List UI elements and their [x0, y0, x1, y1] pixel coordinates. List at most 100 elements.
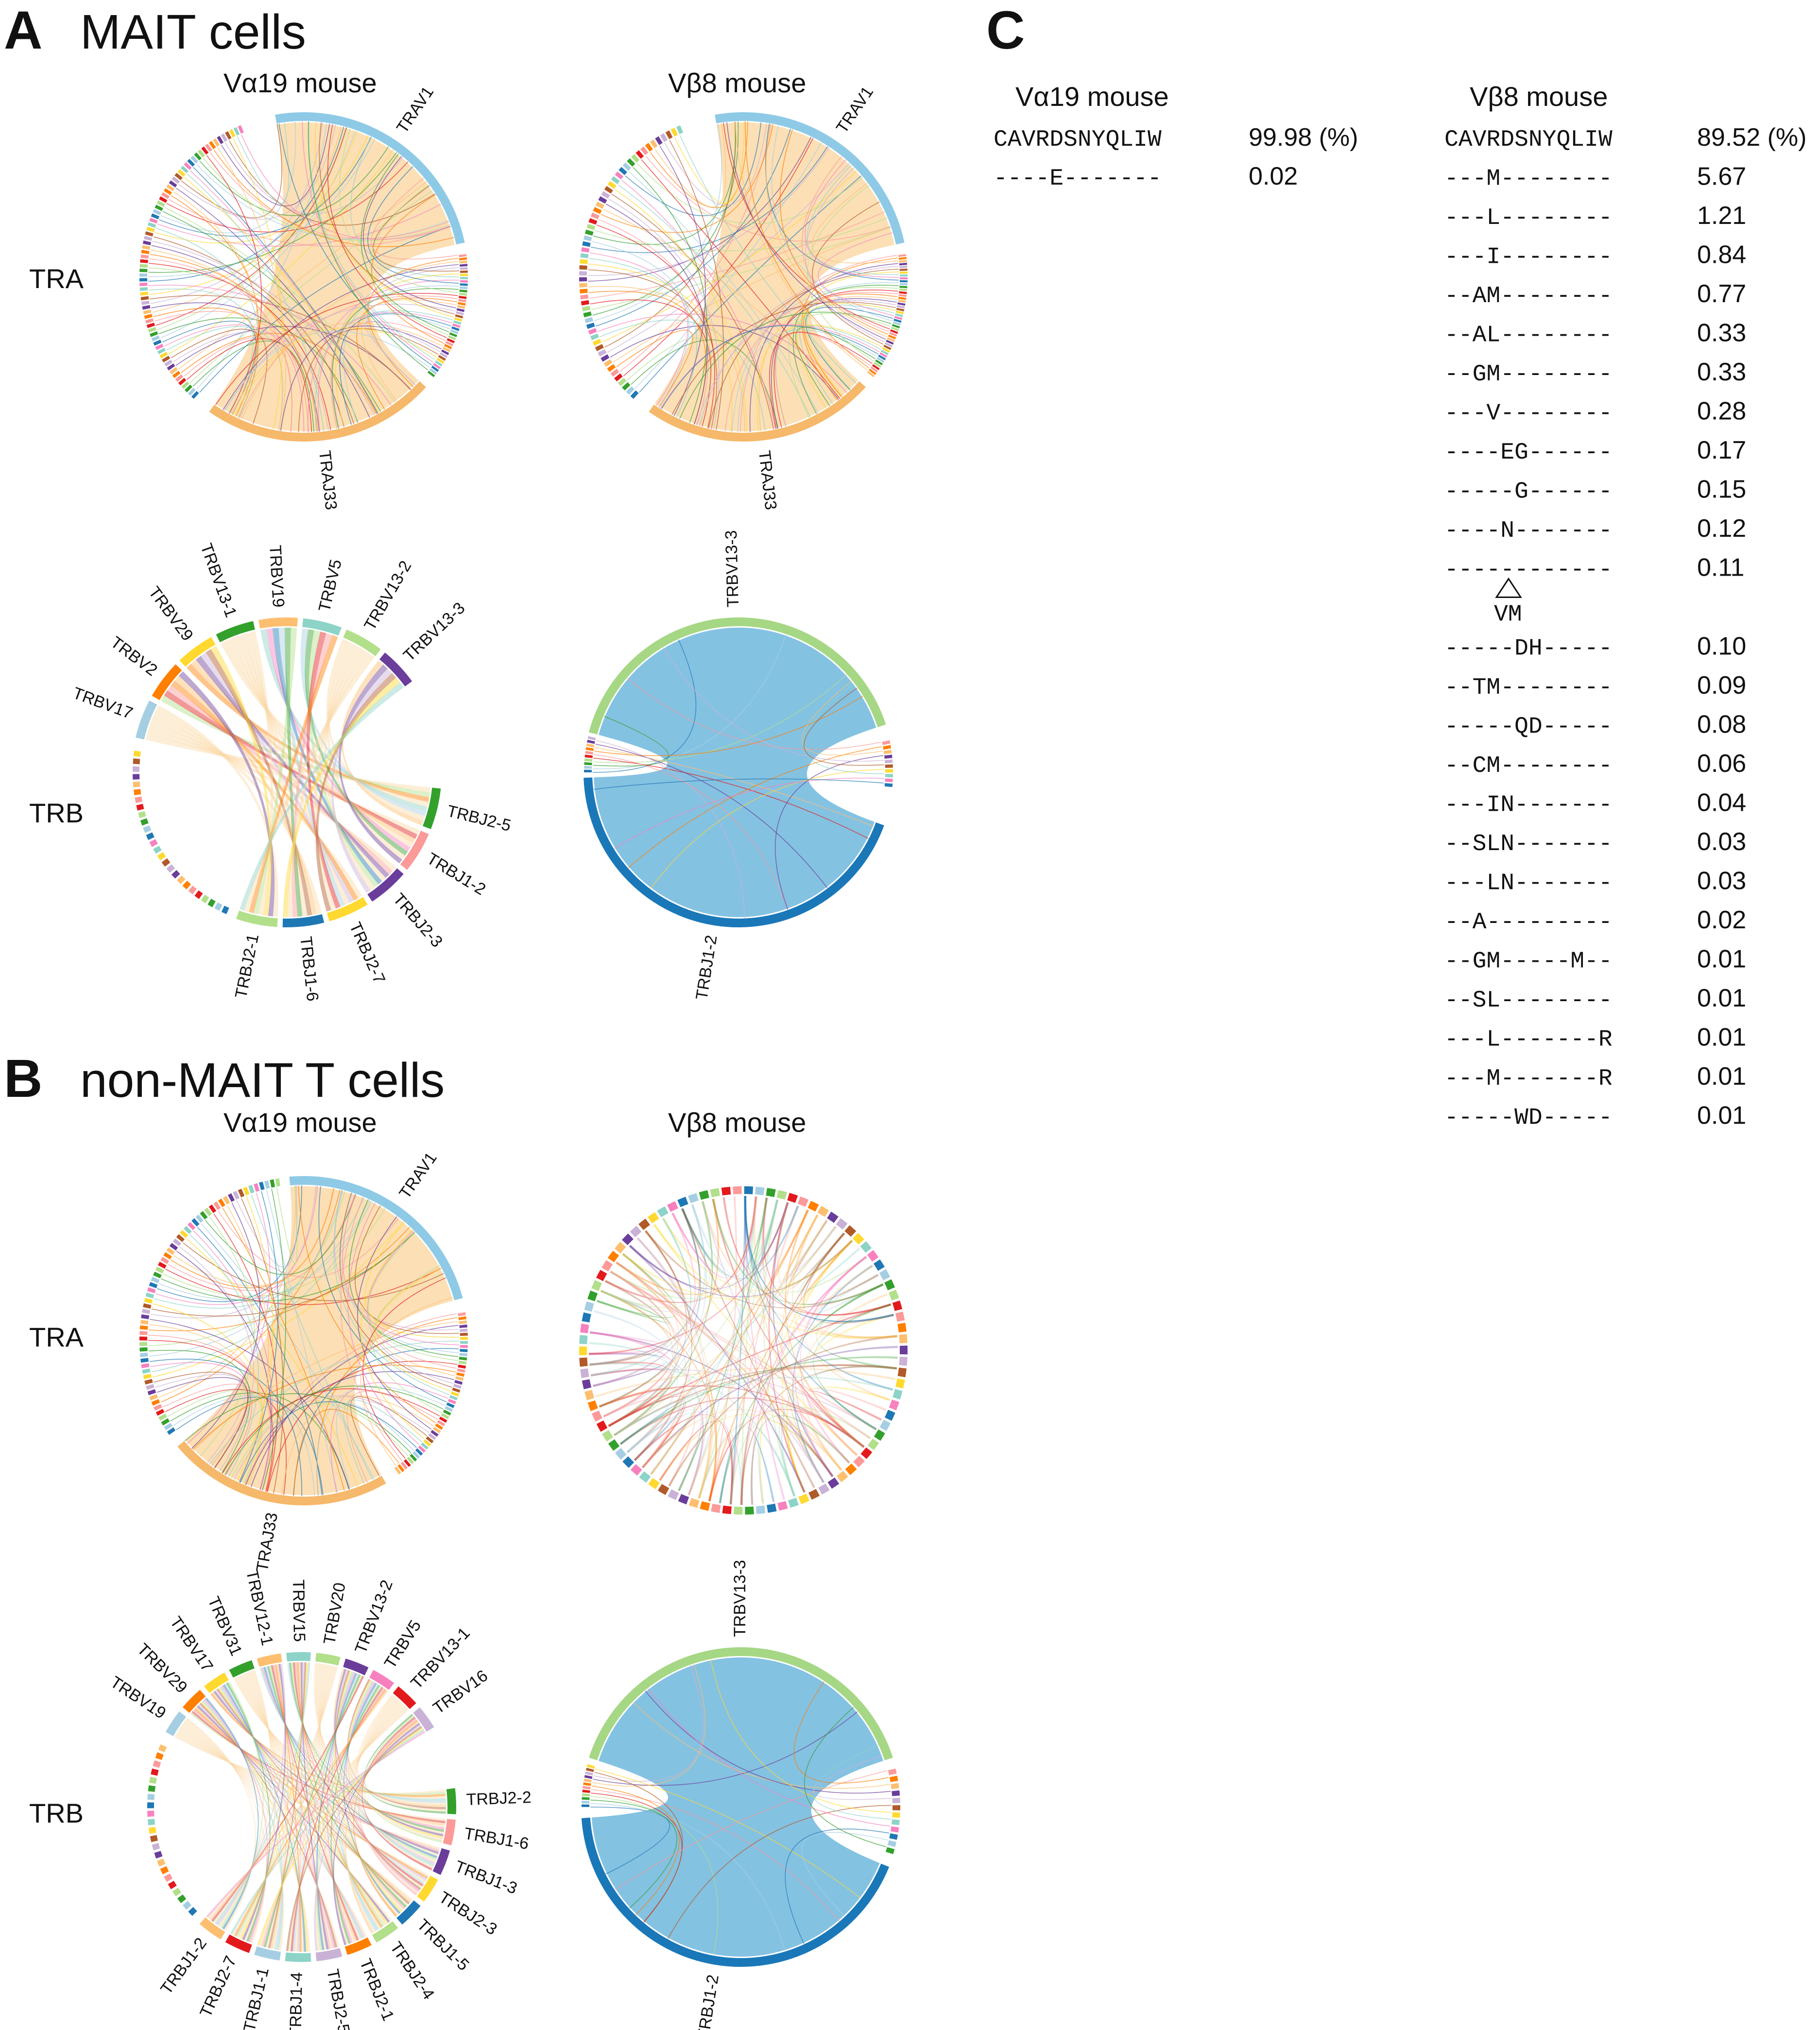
minor-chord — [360, 1229, 425, 1439]
minor-gene-segment — [191, 391, 199, 399]
vj-ribbon — [786, 1314, 894, 1493]
minor-gene-segment — [201, 146, 209, 155]
minor-gene-segment — [886, 1847, 895, 1854]
v-gene-segment — [286, 1652, 311, 1662]
minor-chord — [618, 184, 811, 418]
minor-gene-segment — [151, 1277, 160, 1283]
minor-gene-segment — [457, 305, 465, 309]
minor-chord — [187, 338, 312, 432]
minor-chord — [237, 122, 290, 204]
minor-chord — [590, 146, 828, 253]
minor-gene-segment — [144, 236, 153, 241]
gene-segment — [892, 1300, 903, 1311]
minor-chord — [193, 167, 378, 414]
v-gene-segment — [715, 112, 905, 245]
minor-chord — [740, 255, 898, 432]
vj-ribbon — [195, 1706, 412, 1903]
minor-chord — [148, 152, 397, 273]
minor-gene-segment — [149, 1394, 158, 1401]
minor-chord — [152, 1221, 404, 1378]
cdr3-frequency: 0.09 — [1697, 671, 1746, 699]
minor-gene-segment — [456, 308, 465, 312]
minor-gene-segment — [140, 818, 149, 826]
minor-gene-segment — [174, 172, 183, 181]
v-gene-label: TRBV29 — [134, 1640, 191, 1697]
minor-gene-segment — [441, 1413, 449, 1419]
minor-chord — [175, 326, 411, 390]
minor-chord — [773, 290, 898, 428]
minor-gene-segment — [160, 1866, 169, 1875]
minor-gene-segment — [584, 1775, 593, 1779]
minor-gene-segment — [587, 736, 596, 741]
vj-ribbon — [589, 1352, 668, 1387]
minor-chord — [168, 1390, 263, 1484]
minor-gene-segment — [155, 205, 163, 211]
minor-chord — [196, 164, 449, 240]
minor-chord — [796, 303, 895, 409]
minor-gene-segment — [194, 152, 202, 161]
minor-chord — [173, 1188, 334, 1287]
j-gene-label: TRBJ2-2 — [466, 1788, 532, 1809]
minor-chord — [663, 647, 884, 762]
minor-chord — [613, 227, 891, 363]
minor-gene-segment — [133, 758, 140, 765]
minor-gene-segment — [420, 1442, 429, 1450]
j-gene-label: TRBJ2-1 — [232, 932, 262, 1000]
j-gene-segment — [417, 1876, 438, 1902]
minor-chord — [765, 123, 887, 338]
minor-chord — [591, 1789, 840, 1922]
vj-ribbon — [249, 635, 338, 914]
j-gene-label: TRBJ2-1 — [356, 1956, 398, 2024]
vj-ribbon — [236, 1675, 362, 1938]
minor-chord — [671, 302, 896, 415]
minor-gene-segment — [595, 202, 604, 209]
gene-segment — [818, 1483, 830, 1495]
minor-chord — [171, 1188, 335, 1289]
minor-chord — [149, 1319, 350, 1490]
minor-chord — [155, 135, 369, 244]
minor-gene-segment — [459, 292, 467, 296]
minor-chord — [192, 1365, 456, 1450]
minor-chord — [696, 300, 896, 426]
gene-segment — [587, 1400, 598, 1411]
minor-gene-segment — [182, 1901, 192, 1910]
minor-gene-segment — [151, 335, 160, 341]
vj-ribbon — [185, 1719, 267, 1944]
a-col-va19-header: Vα19 mouse — [223, 68, 377, 98]
minor-chord — [239, 295, 458, 419]
vj-ribbon — [729, 1196, 747, 1505]
cdr3-frequency: 0.17 — [1697, 436, 1746, 464]
minor-gene-segment — [208, 1204, 217, 1213]
j-gene-segment — [432, 1848, 450, 1875]
minor-chord — [774, 755, 884, 910]
minor-chord — [779, 129, 888, 335]
v-gene-label: TRBV31 — [204, 1594, 246, 1658]
j-gene-segment — [315, 1948, 343, 1962]
minor-chord — [168, 149, 394, 355]
minor-gene-segment — [453, 320, 462, 325]
vj-ribbon — [610, 1270, 877, 1431]
minor-gene-segment — [586, 323, 595, 329]
minor-gene-segment — [601, 354, 610, 362]
vj-ribbon — [589, 1331, 667, 1355]
vj-ribbon — [801, 1232, 879, 1305]
minor-chord — [148, 267, 379, 414]
vj-ribbon — [807, 1390, 882, 1448]
vj-ribbon — [589, 1208, 701, 1366]
vj-ribbon — [145, 734, 431, 793]
gene-segment — [853, 1455, 865, 1467]
gene-segment — [844, 1225, 857, 1237]
vj-ribbon — [353, 1698, 419, 1894]
minor-chord — [347, 1202, 420, 1445]
minor-gene-segment — [423, 1439, 431, 1447]
minor-gene-segment — [270, 1179, 275, 1188]
minor-gene-segment — [876, 357, 885, 363]
vj-ribbon — [234, 1678, 446, 1799]
minor-chord — [157, 1185, 302, 1302]
cdr3-sequence: --TM-------- — [1444, 675, 1613, 701]
minor-chord — [593, 1665, 704, 1782]
gene-segment — [873, 1259, 885, 1271]
vj-ribbon — [358, 1718, 417, 1896]
vj-ribbon — [244, 1673, 361, 1940]
minor-gene-segment — [229, 129, 236, 138]
